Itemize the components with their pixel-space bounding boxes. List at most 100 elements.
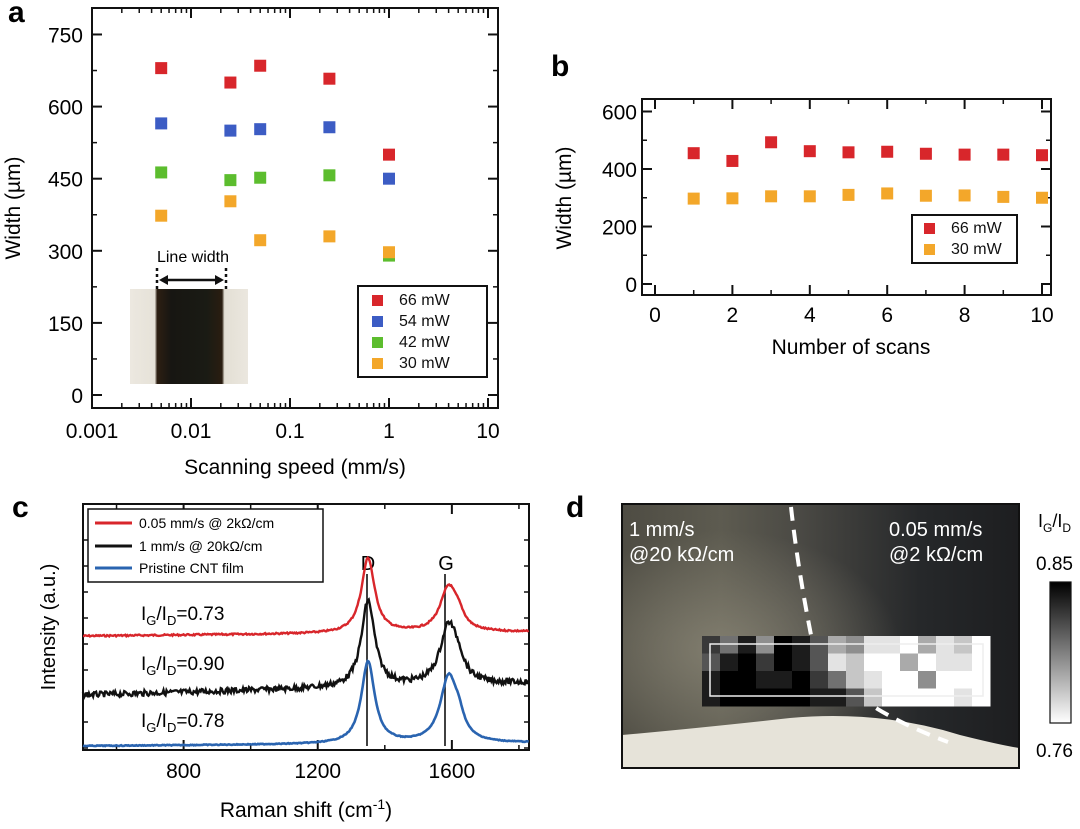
panel-a-ticks: [91, 8, 498, 408]
panel-a-xlabel: Scanning speed (mm/s): [184, 456, 406, 479]
heatmap-cell: [882, 653, 901, 672]
line-width-annotation: Line width: [155, 249, 229, 292]
panel-a-point-54mw: [323, 121, 336, 134]
panel-a-point-54mw: [224, 124, 237, 137]
panel-b-xtick-label: 2: [727, 304, 739, 327]
legend-a-66mw: 66 mW: [372, 290, 486, 311]
legend-a-66mw-label: 66 mW: [399, 291, 450, 309]
panel-b-point-66mw: [1036, 149, 1048, 162]
heatmap-cell: [846, 671, 865, 689]
legend-b-66mw-swatch: [924, 223, 935, 234]
panel-c-xtick-label: 800: [166, 760, 201, 783]
heatmap-cell: [972, 636, 991, 654]
heatmap-cell: [756, 653, 775, 672]
panel-b-xtick-label: 4: [804, 304, 816, 327]
colorbar-title: IG/ID: [1038, 511, 1071, 535]
panel-d-frame: [621, 503, 1020, 769]
panel-a-point-30mw: [254, 234, 267, 247]
panel-b-ytick-label: 600: [602, 102, 637, 125]
heatmap-cell: [918, 688, 937, 707]
heatmap-cell: [954, 688, 973, 707]
panel-b-point-66mw: [765, 136, 778, 149]
heatmap-cell: [810, 671, 829, 689]
heatmap-cell: [846, 688, 865, 707]
panel-a-xtick-label: 0.001: [66, 420, 119, 443]
heatmap-cell: [972, 671, 991, 689]
ratio-label-blue: IG/ID=0.78: [141, 711, 224, 735]
legend-a-54mw-swatch: [372, 316, 383, 327]
panel-b-point-30mw: [803, 190, 816, 203]
panel-a-point-30mw: [155, 209, 168, 222]
panel-b-point-30mw: [687, 192, 700, 205]
heatmap-cell: [936, 653, 955, 672]
heatmap-cell: [936, 636, 955, 654]
colorbar-max-label: 0.85: [1036, 554, 1073, 575]
legend-c-red-text: 0.05 mm/s @ 2kΩ/cm: [139, 515, 274, 531]
panel-c-ylabel: Intensity (a.u.): [38, 564, 60, 691]
heatmap-cell: [882, 671, 901, 689]
legend-b-66mw: 66 mW: [924, 218, 1016, 239]
heatmap-cell: [702, 653, 721, 672]
panel-b-point-66mw: [958, 148, 971, 161]
panel-b-point-66mw: [726, 154, 739, 167]
heatmap-cell: [918, 636, 937, 654]
panel-b-point-30mw: [997, 190, 1010, 203]
panel-b-xtick-label: 8: [959, 304, 971, 327]
heatmap-cell: [828, 636, 847, 654]
heatmap-cell: [720, 653, 739, 672]
panel-b-point-66mw: [881, 145, 894, 158]
heatmap-cell: [828, 653, 847, 672]
heatmap-cell: [882, 636, 901, 654]
panel-a-label: a: [8, 0, 25, 29]
left-region-resistance: @20 kΩ/cm: [629, 544, 734, 566]
heatmap-cell: [954, 671, 973, 689]
right-region-speed: 0.05 mm/s: [889, 519, 982, 541]
legend-b-30mw-swatch: [924, 244, 935, 255]
legend-a-42mw-label: 42 mW: [399, 333, 450, 351]
panel-a-point-42mw: [323, 169, 336, 182]
ratio-label-red: IG/ID=0.73: [141, 604, 224, 628]
legend-a-54mw-label: 54 mW: [399, 312, 450, 330]
panel-b-point-30mw: [765, 190, 778, 203]
panel-b-point-66mw: [803, 145, 816, 158]
heatmap-outline: [709, 643, 984, 697]
panel-a-ytick-label: 150: [48, 313, 83, 336]
panel-b-ticks: [642, 99, 1051, 295]
spectrum-blue: [82, 659, 530, 748]
heatmap-cell: [954, 653, 973, 672]
heatmap-cell: [936, 688, 955, 707]
panel-b-point-66mw: [997, 148, 1010, 161]
heatmap-cell: [738, 653, 757, 672]
panel-a-ytick-label: 450: [48, 169, 83, 192]
panel-b-xlabel: Number of scans: [772, 336, 931, 359]
panel-a-ytick-label: 300: [48, 241, 83, 264]
panel-b-legend: 66 mW 30 mW: [911, 214, 1018, 264]
panel-b-ylabel: Width (µm): [553, 146, 576, 249]
panel-a-frame: [91, 7, 499, 409]
heatmap-cell: [900, 671, 919, 689]
panel-b-data-points: [687, 136, 1048, 205]
heatmap-cell: [720, 688, 739, 707]
spectrum-black: [81, 597, 530, 702]
panel-a-point-66mw: [323, 72, 336, 85]
legend-c-black-text: 1 mm/s @ 20kΩ/cm: [139, 538, 262, 554]
panel-b: 0 2 4 6 8 10 0 200 400 600 Number of scans Width …: [553, 98, 1054, 359]
heatmap-cell: [864, 636, 883, 654]
raman-heatmap: [702, 636, 991, 707]
panel-a-point-30mw: [383, 246, 395, 259]
heatmap-cell: [792, 688, 811, 707]
heatmap-cell: [702, 671, 721, 689]
heatmap-cell: [774, 653, 793, 672]
heatmap-cell: [792, 653, 811, 672]
heatmap-cell: [846, 636, 865, 654]
heatmap-cell: [756, 671, 775, 689]
panel-c-tick-labels: 800 1200 1600: [166, 760, 475, 783]
heatmap-cell: [918, 671, 937, 689]
panel-b-xtick-label: 10: [1030, 304, 1053, 327]
panel-a-point-42mw: [254, 171, 267, 184]
panel-a-xtick-label: 0.01: [171, 420, 212, 443]
heatmap-cell: [864, 653, 883, 672]
panel-b-point-30mw: [881, 187, 894, 200]
heatmap-cell: [810, 636, 829, 654]
